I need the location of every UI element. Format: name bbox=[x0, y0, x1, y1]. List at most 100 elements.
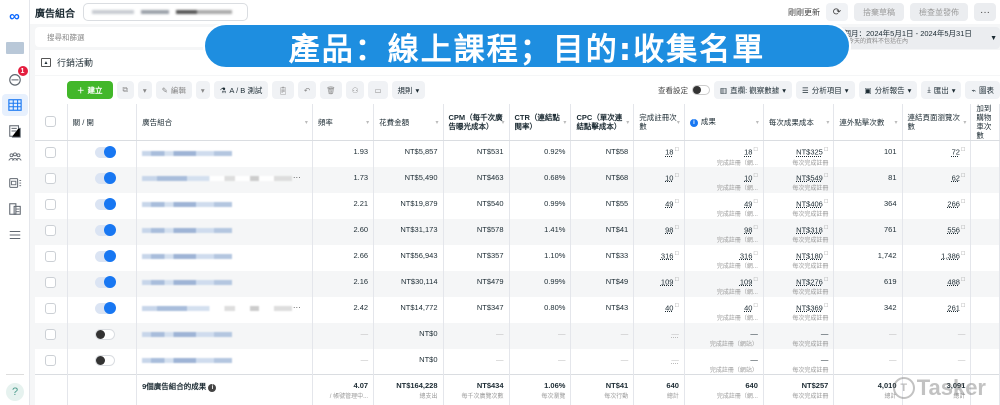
adset-status-toggle[interactable] bbox=[94, 197, 116, 210]
audience-button[interactable]: ⚇ bbox=[345, 81, 365, 99]
adset-status-toggle[interactable] bbox=[94, 249, 116, 262]
adset-name-cell[interactable]: ··· bbox=[136, 296, 313, 323]
table-row[interactable]: ··· 1.73 NT$5,490 NT$463 0.68% NT$68 10☐ 10☐ 完成註… bbox=[35, 166, 1000, 193]
ab-test-button[interactable]: ⚗ A / B 測試 bbox=[213, 81, 269, 99]
delete-button[interactable]: 🗑︎ bbox=[320, 81, 342, 99]
nav-billing[interactable] bbox=[2, 198, 28, 220]
adset-name-cell[interactable] bbox=[136, 270, 313, 297]
row-checkbox[interactable] bbox=[45, 354, 56, 366]
table-row[interactable]: 2.60 NT$31,173 NT$578 1.41% NT$41 98☐ 98☐ 完成註冊（… bbox=[35, 218, 1000, 245]
more-icon[interactable]: ··· bbox=[292, 302, 301, 312]
adset-name-cell[interactable] bbox=[136, 140, 313, 167]
col-cpm[interactable]: CPM（每千次廣告曝光成本） ▾ bbox=[443, 104, 510, 141]
col-toggle[interactable]: 關 / 開 bbox=[67, 104, 138, 141]
adset-name-cell[interactable] bbox=[136, 322, 313, 349]
col-outbound-clicks[interactable]: 連外點擊次數 ▾ bbox=[833, 104, 903, 141]
blurred-adset-name[interactable] bbox=[142, 228, 233, 234]
nav-pages[interactable] bbox=[2, 120, 28, 142]
duplicate-dropdown[interactable]: ▾ bbox=[137, 81, 152, 99]
adset-name-cell[interactable] bbox=[136, 348, 313, 375]
col-cpc[interactable]: CPC（單次連結點擊成本） ▾ bbox=[570, 104, 635, 141]
info-icon[interactable]: i bbox=[208, 384, 217, 392]
nav-audiences[interactable] bbox=[2, 146, 28, 168]
col-spend[interactable]: 花費金額 ▾ bbox=[373, 104, 444, 141]
account-avatar[interactable] bbox=[5, 42, 24, 54]
reports-button[interactable]: ▣ 分析報告 ▾ bbox=[858, 81, 918, 99]
adset-status-toggle[interactable] bbox=[94, 275, 116, 288]
help-button[interactable]: ? bbox=[6, 383, 24, 401]
more-icon[interactable]: ··· bbox=[292, 172, 301, 182]
blurred-adset-name[interactable] bbox=[142, 306, 293, 312]
export-button[interactable]: ⤓ 匯出 ▾ bbox=[921, 81, 962, 99]
nav-notifications[interactable]: 1 bbox=[2, 66, 28, 90]
view-settings[interactable]: 查看設定 bbox=[658, 85, 710, 96]
adset-status-toggle[interactable] bbox=[94, 146, 116, 158]
create-button[interactable]: ＋建立 bbox=[67, 81, 113, 99]
more-options-button[interactable]: ··· bbox=[974, 3, 996, 21]
select-all-checkbox[interactable] bbox=[45, 115, 56, 127]
meta-logo-icon[interactable]: ∞ bbox=[9, 8, 20, 25]
comment-button[interactable]: ▭ bbox=[368, 81, 388, 99]
table-row[interactable]: 2.66 NT$56,943 NT$357 1.10% NT$33 316☐ 316☐ 完成註… bbox=[35, 244, 1000, 271]
adset-status-toggle[interactable] bbox=[94, 328, 115, 340]
discard-drafts-button[interactable]: 捨棄草稿 bbox=[854, 3, 904, 21]
view-settings-toggle[interactable] bbox=[692, 85, 710, 95]
adset-selector[interactable] bbox=[83, 3, 248, 21]
table-row[interactable]: 1.93 NT$5,857 NT$531 0.92% NT$58 18☐ 18☐ 完成註冊（網… bbox=[35, 140, 1000, 167]
row-checkbox[interactable] bbox=[45, 172, 56, 184]
blurred-adset-name[interactable] bbox=[142, 280, 233, 286]
col-frequency[interactable]: 頻率 ▾ bbox=[312, 104, 375, 141]
row-checkbox[interactable] bbox=[45, 224, 56, 236]
refresh-button[interactable]: ⟳ bbox=[826, 3, 848, 21]
table-row[interactable]: 2.21 NT$19,879 NT$540 0.99% NT$55 49☐ 49☐ 完成註冊（… bbox=[35, 192, 1000, 219]
search-filter-input[interactable]: 搜尋和篩選 bbox=[35, 27, 235, 47]
row-checkbox[interactable] bbox=[45, 147, 56, 158]
row-checkbox[interactable] bbox=[45, 302, 56, 314]
blurred-adset-name[interactable] bbox=[142, 176, 293, 182]
review-publish-button[interactable]: 檢查並發佈 bbox=[910, 3, 968, 21]
adset-status-toggle[interactable] bbox=[94, 301, 116, 314]
adset-name-cell[interactable] bbox=[136, 244, 313, 271]
blurred-adset-name[interactable] bbox=[142, 150, 233, 156]
adset-status-toggle[interactable] bbox=[94, 354, 115, 366]
adset-status-toggle[interactable] bbox=[94, 171, 116, 184]
adset-name-cell[interactable] bbox=[136, 192, 313, 219]
col-landing-page-views[interactable]: 連結頁面瀏覽次數 ▾ bbox=[902, 104, 972, 141]
table-row[interactable]: — NT$0— — — — — 完成註冊（網站） — 每次完成註冊 — — bbox=[35, 348, 1000, 375]
blurred-adset-name[interactable] bbox=[142, 254, 233, 260]
edit-button[interactable]: ✎ 編輯 bbox=[155, 81, 192, 99]
col-results[interactable]: i 成果 ▾ bbox=[684, 104, 764, 141]
adset-status-toggle[interactable] bbox=[94, 223, 116, 236]
blurred-adset-name[interactable] bbox=[142, 358, 233, 364]
table-row[interactable]: — NT$0— — — — — 完成註冊（網站） — 每次完成註冊 — — bbox=[35, 322, 1000, 349]
date-range-picker[interactable]: 上個月：2024年5月1日 - 2024年5月31日 註：今天的資料不包括在內 … bbox=[832, 27, 1000, 49]
charts-button[interactable]: ⌁ 圖表 bbox=[965, 81, 1000, 99]
col-name[interactable]: 廣告組合 ▾ bbox=[136, 104, 313, 141]
row-checkbox[interactable] bbox=[45, 198, 56, 210]
duplicate-button[interactable]: ⧉ bbox=[116, 81, 134, 99]
adset-name-cell[interactable]: ··· bbox=[136, 166, 313, 193]
table-row[interactable]: 2.16 NT$30,114 NT$479 0.99% NT$49 109☐ 109☐ 完成註… bbox=[35, 270, 1000, 297]
col-cost-per-result[interactable]: 每次成果成本 ▾ bbox=[763, 104, 835, 141]
nav-menu[interactable] bbox=[2, 224, 28, 246]
row-checkbox[interactable] bbox=[45, 250, 56, 262]
row-checkbox[interactable] bbox=[45, 276, 56, 288]
select-all-header[interactable] bbox=[35, 104, 68, 141]
columns-button[interactable]: ▥ 直欄: 觀察數據 ▾ bbox=[714, 81, 793, 99]
table-row[interactable]: ··· 2.42 NT$14,772 NT$347 0.80% NT$43 40☐ 40☐ 完成… bbox=[35, 296, 1000, 323]
adset-name-cell[interactable] bbox=[136, 218, 313, 245]
breakdown-button[interactable]: ☰ 分析項目 ▾ bbox=[796, 81, 855, 99]
row-checkbox[interactable] bbox=[45, 328, 56, 340]
col-add-to-cart[interactable]: 加到購物車次數 bbox=[970, 104, 1000, 141]
col-registrations[interactable]: 完成註冊次數 ▾ bbox=[633, 104, 685, 141]
nav-ads-manager[interactable] bbox=[1, 94, 28, 116]
blurred-adset-name[interactable] bbox=[142, 202, 233, 208]
rules-button[interactable]: 規則 ▾ bbox=[391, 81, 426, 99]
col-ctr[interactable]: CTR（連結點閱率） ▾ bbox=[509, 104, 572, 141]
nav-catalog[interactable] bbox=[2, 172, 28, 194]
blurred-adset-name[interactable] bbox=[142, 332, 233, 338]
clipboard-button[interactable]: 📋︎ bbox=[272, 81, 294, 99]
undo-button[interactable]: ↶ bbox=[297, 81, 317, 99]
edit-dropdown[interactable]: ▾ bbox=[195, 81, 210, 99]
